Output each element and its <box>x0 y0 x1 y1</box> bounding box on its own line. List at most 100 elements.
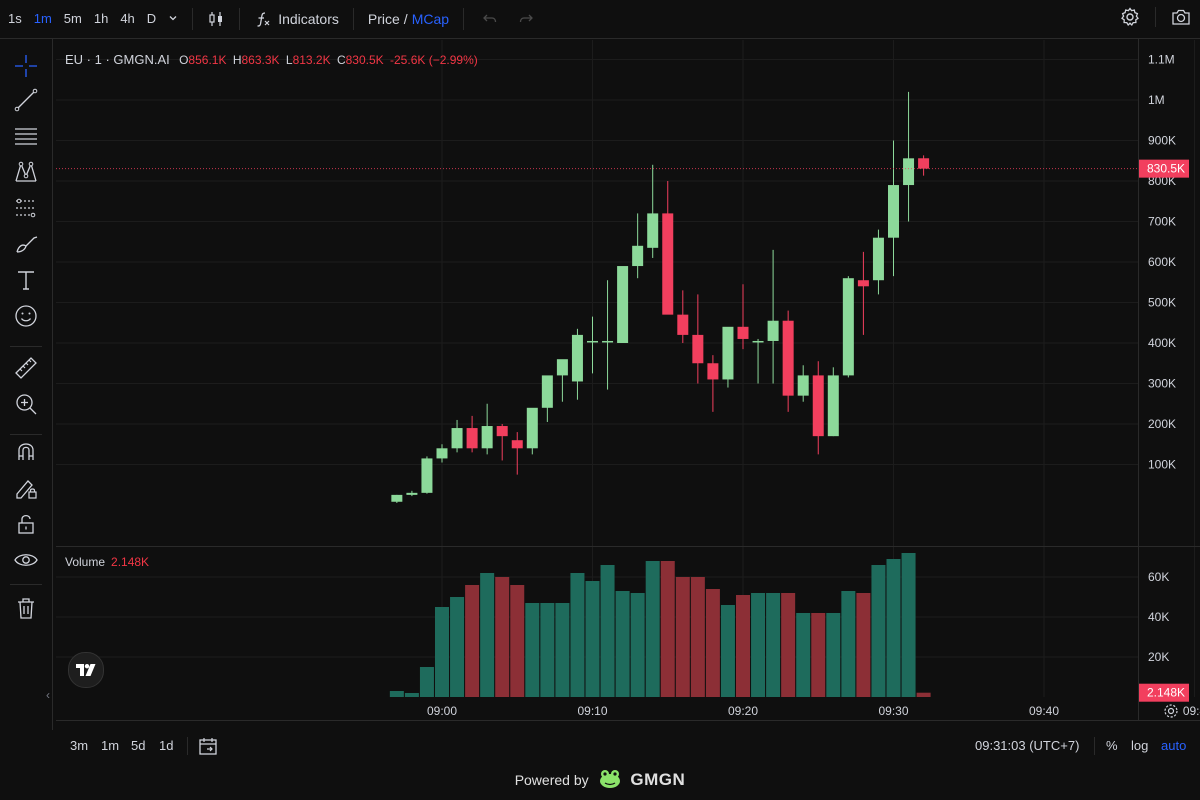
chevron-down-icon <box>169 16 177 21</box>
axis-settings-icon <box>1164 704 1178 718</box>
percent-scale-toggle[interactable]: % <box>1106 738 1118 753</box>
ruler-tool[interactable] <box>12 354 40 382</box>
price-option[interactable]: Price <box>367 11 400 27</box>
candle-body <box>526 407 538 449</box>
unlock-icon <box>18 514 34 534</box>
toolbar-divider <box>10 346 42 347</box>
timeframe-1m[interactable]: 1m <box>33 11 52 26</box>
tradingview-logo[interactable] <box>68 652 104 688</box>
fib-tool[interactable] <box>12 194 40 222</box>
chart-type-button[interactable] <box>201 0 231 38</box>
range-1m[interactable]: 1m <box>101 738 120 753</box>
candle-body <box>466 428 478 449</box>
candle-body <box>496 426 508 437</box>
emoji-tool[interactable] <box>12 302 40 330</box>
toolbar-divider <box>463 8 465 30</box>
gmgn-brand: GMGN <box>630 770 686 789</box>
candle-body <box>797 375 809 396</box>
lock-drawing-tool[interactable] <box>12 474 40 502</box>
smiley-icon <box>15 305 37 327</box>
indicators-button[interactable]: Indicators <box>248 0 345 38</box>
indicators-label: Indicators <box>278 11 339 27</box>
volume-bar <box>525 603 540 697</box>
candle-body <box>752 340 764 343</box>
candle-body <box>511 440 523 449</box>
pattern-tool[interactable] <box>12 158 40 186</box>
log-scale-toggle[interactable]: log <box>1131 738 1149 753</box>
delete-tool[interactable] <box>12 594 40 622</box>
crosshair-tool[interactable] <box>12 52 40 80</box>
text-tool[interactable] <box>12 266 40 294</box>
price-mcap-toggle[interactable]: Price / MCap <box>362 0 455 38</box>
trash-icon <box>18 598 34 619</box>
redo-button[interactable] <box>508 0 544 38</box>
visibility-tool[interactable] <box>12 546 40 574</box>
timeframe-1h[interactable]: 1h <box>93 11 109 26</box>
undo-button[interactable] <box>472 0 508 38</box>
candle-body <box>737 326 749 339</box>
volume-bar <box>540 603 555 697</box>
candle-body <box>421 458 433 493</box>
last-volume-label: 2.148K <box>1147 686 1185 700</box>
powered-by-text: Powered by <box>514 772 589 788</box>
gear-icon[interactable] <box>1119 6 1141 28</box>
chart-grid <box>0 38 1200 730</box>
timeframe-1s[interactable]: 1s <box>8 11 22 26</box>
timeframe-4h[interactable]: 4h <box>120 11 135 26</box>
volume-legend: Volume 2.148K <box>65 555 149 569</box>
range-3m[interactable]: 3m <box>70 738 89 753</box>
timeframe-dropdown[interactable] <box>162 0 184 38</box>
candle-body <box>391 494 403 502</box>
text-icon <box>18 271 34 290</box>
lock-tool[interactable] <box>12 510 40 538</box>
toolbar-divider <box>1094 737 1095 755</box>
candle-body <box>556 359 568 376</box>
volume-bar <box>480 573 495 697</box>
axis-settings-icon-core <box>1167 707 1175 715</box>
toolbar-divider <box>10 584 42 585</box>
horizontal-lines-tool[interactable] <box>12 122 40 150</box>
toolbar-divider <box>187 737 188 755</box>
timeframe-d[interactable]: D <box>146 11 157 26</box>
candle-body <box>782 320 794 396</box>
volume-bar <box>886 559 901 697</box>
clock-readout[interactable]: 09:31:03 (UTC+7) <box>975 738 1080 753</box>
collapse-toolbar-button[interactable]: ‹ <box>46 688 50 702</box>
goto-date-button[interactable] <box>197 735 219 760</box>
auto-scale-toggle[interactable]: auto <box>1161 738 1187 753</box>
volume-bar <box>510 585 525 697</box>
volume-bar <box>389 691 404 697</box>
time-tick-label: 09:00 <box>427 704 457 718</box>
axes-layer: 1.1M 1M 900K 800K 700K 600K 500K 400K 300K 200K 10… <box>56 53 1200 718</box>
top-toolbar: 1s 1m 5m 1h 4h D Indicators Price / MCap <box>0 0 1200 38</box>
calendar-icon <box>199 738 217 755</box>
volume-bar <box>615 591 630 697</box>
volume-bar <box>495 577 510 697</box>
trend-line-tool[interactable] <box>12 86 40 114</box>
range-1d[interactable]: 1d <box>159 738 174 753</box>
candle-body <box>903 158 915 186</box>
price-mcap-divider: / <box>403 11 408 27</box>
range-5d[interactable]: 5d <box>131 738 146 753</box>
candle-body <box>888 185 899 238</box>
timeframe-5m[interactable]: 5m <box>63 11 82 26</box>
brush-tool[interactable] <box>12 230 40 258</box>
candle-body <box>571 334 583 382</box>
close-value: 830.5K <box>345 53 384 67</box>
volume-value: 2.148K <box>111 555 150 569</box>
powered-by-footer: Powered by GMGN <box>0 768 1200 790</box>
price-tick-label: 200K <box>1148 417 1176 431</box>
candle-body <box>647 213 659 248</box>
volume-bar <box>811 613 826 697</box>
change-value: -25.6K (−2.99%) <box>390 53 478 67</box>
zoom-tool[interactable] <box>12 390 40 418</box>
magnet-tool[interactable] <box>12 438 40 466</box>
volume-bar <box>796 613 811 697</box>
mcap-option[interactable]: MCap <box>411 11 450 27</box>
camera-icon[interactable] <box>1170 6 1192 28</box>
candle-body <box>677 314 689 335</box>
toolbar-divider <box>352 8 354 30</box>
volume-bar <box>645 561 660 697</box>
volume-bar <box>630 593 645 697</box>
